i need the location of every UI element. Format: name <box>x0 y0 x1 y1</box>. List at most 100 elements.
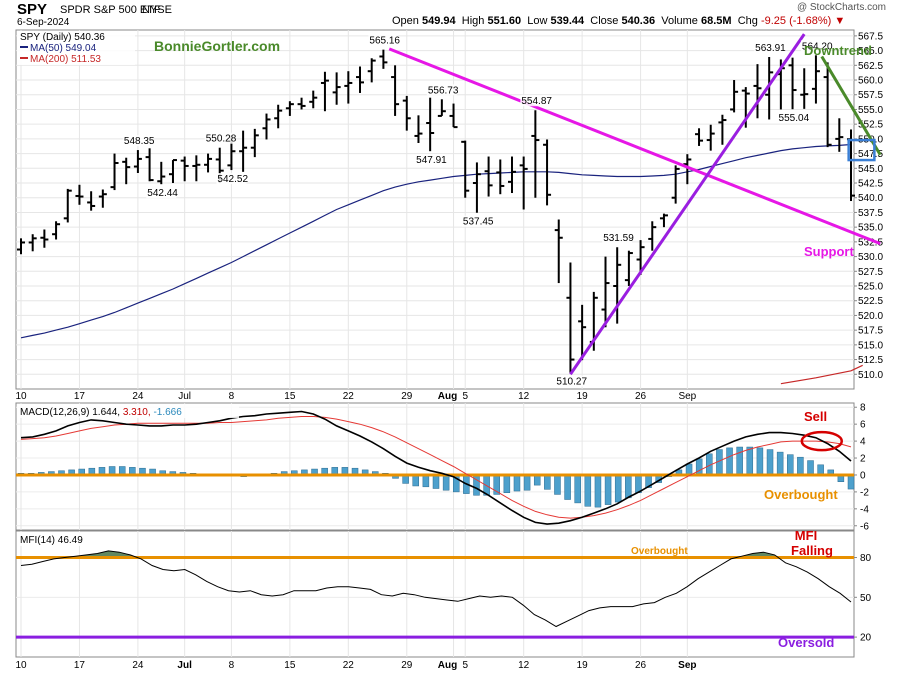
x-tick-label: 26 <box>635 660 647 671</box>
histogram-bar <box>726 447 733 476</box>
volume-value: 68.5M <box>701 15 732 27</box>
histogram-bar <box>604 474 612 505</box>
mfi-overbought-label: Overbought <box>631 546 688 557</box>
y-tick-label: 542.5 <box>858 179 883 190</box>
histogram-bar <box>756 447 764 476</box>
downtrend-label: Downtrend <box>804 43 872 58</box>
y-tick-label: 525.0 <box>858 282 883 293</box>
uptrend-line <box>569 33 806 376</box>
x-tick-label: 24 <box>132 391 144 402</box>
price-label-bg <box>754 42 785 54</box>
y-tick-label: 565.0 <box>858 46 883 57</box>
y-tick-label: 4 <box>860 437 866 448</box>
price-label-bg <box>216 173 247 185</box>
histogram-bar <box>442 474 450 491</box>
resistance-line <box>388 47 881 246</box>
fund-name: SPDR S&P 500 ETF <box>60 4 161 16</box>
site-credit: @ StockCharts.com <box>796 2 886 13</box>
macd-signal-line <box>20 416 852 519</box>
price-label-bg <box>602 232 633 244</box>
y-tick-label: 562.5 <box>858 61 883 72</box>
y-tick-label: 537.5 <box>858 208 883 219</box>
y-tick-label: 510.0 <box>858 370 883 381</box>
x-tick-label: Aug <box>438 660 457 671</box>
macd-line <box>20 410 852 525</box>
price-label: 556.73 <box>428 85 459 96</box>
price-label: 548.35 <box>124 136 155 147</box>
histogram-bar <box>817 464 824 476</box>
x-tick-label: 15 <box>284 660 296 671</box>
price-label-bg <box>461 215 492 227</box>
histogram-bar <box>685 463 693 476</box>
histogram-bar <box>574 474 581 504</box>
y-tick-label: 530.0 <box>858 252 883 263</box>
x-tick-label: 24 <box>132 660 144 671</box>
price-label-bg <box>777 112 808 124</box>
y-tick-label: 50 <box>860 593 872 604</box>
price-label: 537.45 <box>463 217 494 228</box>
overbought-label: Overbought <box>764 487 838 502</box>
watermark-text: BonnieGortler.com <box>154 38 280 54</box>
histogram-bar <box>736 446 743 476</box>
histogram-bar <box>584 474 592 507</box>
oversold-label: Oversold <box>778 635 834 650</box>
macd-panel-title: MACD(12,26,9) 1.644, 3.310, -1.666 <box>20 407 182 418</box>
y-tick-label: 557.5 <box>858 90 883 101</box>
histogram-bar <box>787 454 794 476</box>
price-label: 555.04 <box>779 113 810 124</box>
x-tick-label: 15 <box>284 391 296 402</box>
x-tick-label: 8 <box>229 391 235 402</box>
volume-label: Volume <box>661 15 698 27</box>
y-tick-label: 567.5 <box>858 31 883 42</box>
histogram-bar <box>776 451 784 476</box>
legend-ma200: MA(200) 511.53 <box>30 54 101 65</box>
x-tick-label: 10 <box>15 660 27 671</box>
histogram-bar <box>766 449 774 476</box>
price-label: 531.59 <box>603 233 634 244</box>
y-tick-label: 555.0 <box>858 105 883 116</box>
price-label-bg <box>426 84 457 96</box>
legend-bg <box>17 31 135 65</box>
histogram-bar <box>513 474 521 492</box>
macd-histogram-value: -1.666 <box>153 407 182 418</box>
y-tick-label: 535.0 <box>858 223 883 234</box>
y-tick-label: 520.0 <box>858 311 883 322</box>
macd-value: 1.644, <box>92 407 123 418</box>
x-tick-label: 10 <box>15 391 27 402</box>
high-value: 551.60 <box>487 15 522 27</box>
macd-title-text: MACD(12,26,9) <box>20 407 92 418</box>
price-label: 542.52 <box>217 174 248 185</box>
change-value: -9.25 (-1.68%) <box>760 15 832 27</box>
histogram-bar <box>807 460 814 476</box>
down-arrow-icon: ▼ <box>834 15 846 27</box>
y-tick-label: 560.0 <box>858 76 883 87</box>
macd-panel: 8 6 4 2 0 -2 -4 -6 MACD(12,26,9) 1.644, 3.310, -… <box>15 402 869 532</box>
price-label: 550.28 <box>206 134 237 145</box>
legend-ma50: MA(50) 549.04 <box>30 43 97 54</box>
histogram-bar <box>564 474 571 500</box>
ma200-line <box>780 364 863 385</box>
histogram-bar <box>635 474 642 493</box>
y-tick-label: -6 <box>860 521 869 532</box>
y-tick-label: 545.0 <box>858 164 883 175</box>
mfi-falling-label-line1: MFI <box>795 528 817 543</box>
price-label: 554.87 <box>521 96 552 107</box>
y-tick-label: -4 <box>860 504 869 515</box>
price-panel-title: SPY (Daily) 540.36 <box>20 32 105 43</box>
y-tick-label: 80 <box>860 553 872 564</box>
chart-date: 6-Sep-2024 <box>17 17 70 28</box>
x-tick-label: 19 <box>577 391 589 402</box>
x-tick-label: 12 <box>518 660 530 671</box>
y-tick-label: 522.5 <box>858 296 883 307</box>
y-tick-label: 6 <box>860 420 866 431</box>
close-label: Close <box>590 15 619 27</box>
exchange-label: NYSE <box>142 4 172 16</box>
x-tick-label: 17 <box>74 391 86 402</box>
y-tick-label: 20 <box>860 633 872 644</box>
price-label: 565.16 <box>369 36 400 47</box>
x-tick-label: 26 <box>635 391 647 402</box>
chart-header: SPY SPDR S&P 500 ETF NYSE 6-Sep-2024 @ S… <box>0 0 900 30</box>
histogram-bar <box>695 458 703 476</box>
histogram-bar <box>594 474 602 508</box>
x-tick-label: 5 <box>462 391 468 402</box>
